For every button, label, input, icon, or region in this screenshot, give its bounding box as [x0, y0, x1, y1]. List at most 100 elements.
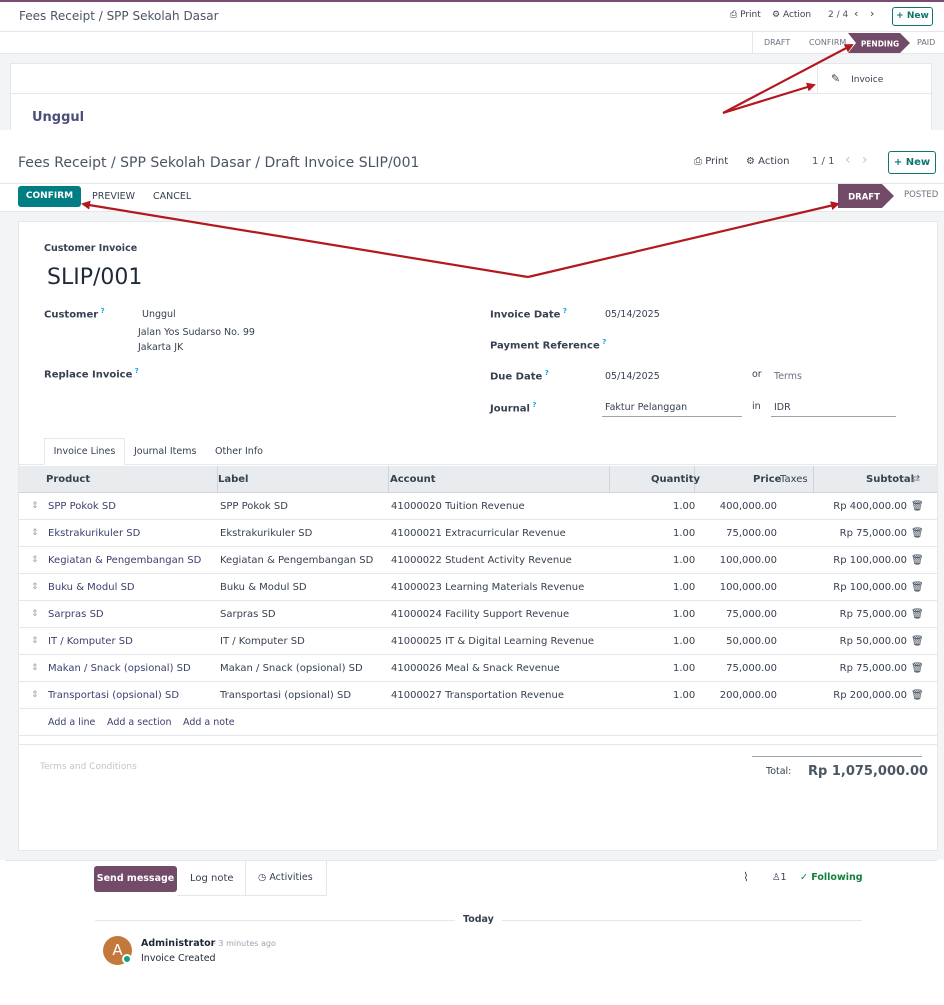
column-settings-icon[interactable]: ⇄	[911, 472, 921, 485]
line-account[interactable]: 41000026 Meal & Snack Revenue	[391, 663, 560, 674]
top-prev-icon[interactable]: ‹	[854, 7, 859, 20]
column-product[interactable]: Product	[46, 474, 91, 485]
currency-field[interactable]: IDR	[771, 398, 896, 417]
line-product[interactable]: Buku & Modul SD	[48, 582, 135, 593]
column-account[interactable]: Account	[390, 474, 436, 485]
line-price[interactable]: 100,000.00	[719, 555, 777, 566]
line-quantity[interactable]: 1.00	[673, 609, 696, 620]
line-account[interactable]: 41000020 Tuition Revenue	[391, 501, 525, 512]
trash-icon[interactable]: 🗑	[911, 528, 924, 539]
line-product[interactable]: Ekstrakurikuler SD	[48, 528, 141, 539]
line-product[interactable]: SPP Pokok SD	[48, 501, 116, 512]
customer-field[interactable]: Unggul	[142, 309, 176, 320]
table-row[interactable]: ⇕ Kegiatan & Pengembangan SD Kegiatan & …	[19, 547, 937, 574]
line-product[interactable]: IT / Komputer SD	[48, 636, 133, 647]
top-new-button[interactable]: + New	[892, 7, 933, 26]
drag-handle-icon[interactable]: ⇕	[31, 663, 39, 673]
main-new-button[interactable]: + New	[888, 151, 936, 174]
trash-icon[interactable]: 🗑	[911, 609, 924, 620]
stage-posted[interactable]: POSTED	[904, 190, 939, 200]
line-label[interactable]: IT / Komputer SD	[220, 636, 305, 647]
drag-handle-icon[interactable]: ⇕	[31, 555, 39, 565]
top-print-button[interactable]: ⎙ Print	[730, 10, 761, 20]
activities-button[interactable]: ◷ Activities	[258, 872, 313, 883]
line-product[interactable]: Sarpras SD	[48, 609, 104, 620]
line-price[interactable]: 75,000.00	[726, 609, 777, 620]
trash-icon[interactable]: 🗑	[911, 663, 924, 674]
line-account[interactable]: 41000023 Learning Materials Revenue	[391, 582, 585, 593]
cancel-button[interactable]: CANCEL	[153, 191, 192, 202]
add-line-link[interactable]: Add a line	[48, 717, 96, 728]
table-row[interactable]: ⇕ SPP Pokok SD SPP Pokok SD 41000020 Tui…	[19, 493, 937, 520]
top-stage-paid[interactable]: PAID	[917, 38, 936, 47]
following-button[interactable]: ✓ Following	[800, 872, 863, 883]
line-product[interactable]: Makan / Snack (opsional) SD	[48, 663, 191, 674]
line-price[interactable]: 50,000.00	[726, 636, 777, 647]
trash-icon[interactable]: 🗑	[911, 636, 924, 647]
line-price[interactable]: 100,000.00	[719, 582, 777, 593]
drag-handle-icon[interactable]: ⇕	[31, 528, 39, 538]
line-quantity[interactable]: 1.00	[673, 528, 696, 539]
payment-terms-field[interactable]: Terms	[774, 371, 802, 382]
line-price[interactable]: 400,000.00	[719, 501, 777, 512]
line-account[interactable]: 41000022 Student Activity Revenue	[391, 555, 572, 566]
paperclip-icon[interactable]: ⌇	[743, 870, 749, 884]
top-stage-confirm[interactable]: CONFIRM	[809, 38, 847, 47]
line-label[interactable]: Ekstrakurikuler SD	[220, 528, 313, 539]
log-note-button[interactable]: Log note	[190, 873, 234, 884]
tab-other-info[interactable]: Other Info	[215, 446, 263, 457]
column-label[interactable]: Label	[218, 474, 249, 485]
drag-handle-icon[interactable]: ⇕	[31, 501, 39, 511]
line-quantity[interactable]: 1.00	[673, 636, 696, 647]
top-breadcrumb[interactable]: Fees Receipt / SPP Sekolah Dasar	[19, 9, 219, 23]
trash-icon[interactable]: 🗑	[911, 582, 924, 593]
line-product[interactable]: Kegiatan & Pengembangan SD	[48, 555, 202, 566]
tab-invoice-lines[interactable]: Invoice Lines	[44, 438, 125, 465]
top-invoice-smart-button[interactable]: ✎ Invoice	[831, 72, 883, 85]
line-product[interactable]: Transportasi (opsional) SD	[48, 690, 180, 701]
line-label[interactable]: Transportasi (opsional) SD	[220, 690, 352, 701]
top-next-icon[interactable]: ›	[870, 7, 875, 20]
table-row[interactable]: ⇕ Makan / Snack (opsional) SD Makan / Sn…	[19, 655, 937, 682]
add-section-link[interactable]: Add a section	[107, 717, 172, 728]
invoice-date-field[interactable]: 05/14/2025	[605, 309, 660, 320]
line-label[interactable]: Buku & Modul SD	[220, 582, 307, 593]
trash-icon[interactable]: 🗑	[911, 501, 924, 512]
line-quantity[interactable]: 1.00	[673, 663, 696, 674]
line-price[interactable]: 75,000.00	[726, 663, 777, 674]
line-account[interactable]: 41000027 Transportation Revenue	[391, 690, 565, 701]
send-message-button[interactable]: Send message	[94, 866, 177, 892]
line-quantity[interactable]: 1.00	[673, 582, 696, 593]
column-taxes[interactable]: Taxes	[780, 474, 808, 485]
main-breadcrumb[interactable]: Fees Receipt / SPP Sekolah Dasar / Draft…	[18, 155, 420, 171]
drag-handle-icon[interactable]: ⇕	[31, 636, 39, 646]
line-price[interactable]: 200,000.00	[719, 690, 777, 701]
column-price[interactable]: Price	[753, 474, 782, 485]
table-row[interactable]: ⇕ Sarpras SD Sarpras SD 41000024 Facilit…	[19, 601, 937, 628]
main-prev-icon[interactable]: ‹	[845, 152, 851, 168]
table-row[interactable]: ⇕ Buku & Modul SD Buku & Modul SD 410000…	[19, 574, 937, 601]
stage-draft[interactable]: DRAFT	[838, 184, 894, 208]
line-quantity[interactable]: 1.00	[673, 690, 696, 701]
line-account[interactable]: 41000025 IT & Digital Learning Revenue	[391, 636, 595, 647]
table-row[interactable]: ⇕ IT / Komputer SD IT / Komputer SD 4100…	[19, 628, 937, 655]
table-row[interactable]: ⇕ Ekstrakurikuler SD Ekstrakurikuler SD …	[19, 520, 937, 547]
line-label[interactable]: Kegiatan & Pengembangan SD	[220, 555, 374, 566]
journal-field[interactable]: Faktur Pelanggan	[602, 398, 742, 417]
trash-icon[interactable]: 🗑	[911, 555, 924, 566]
top-action-button[interactable]: ⚙ Action	[772, 10, 811, 20]
drag-handle-icon[interactable]: ⇕	[31, 609, 39, 619]
message-author[interactable]: Administrator	[141, 938, 216, 949]
trash-icon[interactable]: 🗑	[911, 690, 924, 701]
line-account[interactable]: 41000021 Extracurricular Revenue	[391, 528, 566, 539]
terms-conditions-input[interactable]: Terms and Conditions	[40, 762, 137, 772]
confirm-button[interactable]: CONFIRM	[18, 186, 81, 207]
line-label[interactable]: Sarpras SD	[220, 609, 276, 620]
top-stage-pending[interactable]: PENDING	[848, 33, 910, 53]
main-next-icon[interactable]: ›	[862, 152, 868, 168]
top-stage-draft[interactable]: DRAFT	[764, 38, 791, 47]
line-account[interactable]: 41000024 Facility Support Revenue	[391, 609, 570, 620]
table-row[interactable]: ⇕ Transportasi (opsional) SD Transportas…	[19, 682, 937, 709]
line-label[interactable]: SPP Pokok SD	[220, 501, 288, 512]
drag-handle-icon[interactable]: ⇕	[31, 582, 39, 592]
